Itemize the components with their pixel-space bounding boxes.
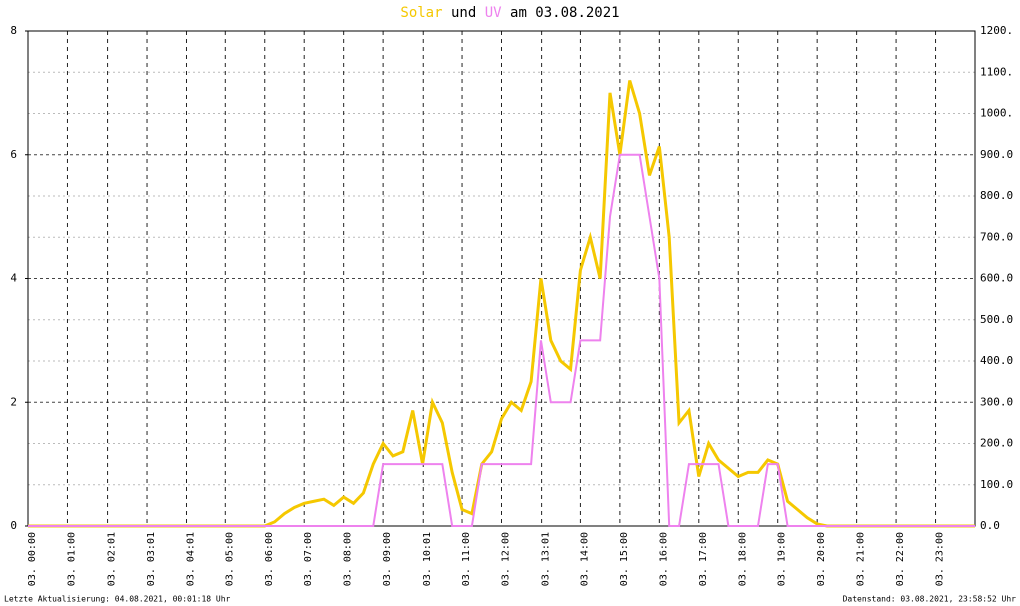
x-tick-label: 03. 19:00	[777, 532, 788, 586]
y2-tick-label: 800.0	[980, 189, 1013, 202]
y2-tick-label: 700.0	[980, 230, 1013, 243]
series-line	[28, 80, 975, 528]
x-tick-label: 03. 17:00	[698, 532, 709, 586]
title-solar: Solar	[400, 5, 442, 21]
x-tick-label: 03. 14:00	[579, 532, 590, 586]
x-tick-label: 03. 10:01	[422, 532, 433, 586]
footer-left: Letzte Aktualisierung: 04.08.2021, 00:01…	[4, 595, 231, 604]
x-tick-label: 03. 01:00	[66, 532, 77, 586]
x-tick-label: 03. 02:01	[107, 532, 118, 586]
y-tick-label: 8	[10, 24, 17, 37]
y2-tick-label: 600.0	[980, 272, 1013, 285]
x-tick-label: 03. 12:00	[501, 532, 512, 586]
x-tick-label: 03. 22:00	[895, 532, 906, 586]
y-tick-label: 4	[10, 272, 17, 285]
y2-tick-label: 500.0	[980, 313, 1013, 326]
x-tick-label: 03. 18:00	[737, 532, 748, 586]
x-tick-label: 03. 05:00	[224, 532, 235, 586]
y2-tick-label: 100.0	[980, 478, 1013, 491]
plot-frame	[27, 30, 976, 527]
x-tick-label: 03. 04:01	[185, 532, 196, 586]
x-tick-label: 03. 15:00	[619, 532, 630, 586]
y2-tick-label: 1100.	[980, 65, 1013, 78]
x-tick-label: 03. 06:00	[264, 532, 275, 586]
title-uv: UV	[485, 5, 502, 21]
chart-title: Solar und UV am 03.08.2021	[400, 5, 619, 21]
y-tick-label: 6	[10, 148, 17, 161]
y2-tick-label: 1000.	[980, 107, 1013, 120]
title-connector: und	[451, 5, 476, 21]
x-tick-label: 03. 09:00	[382, 532, 393, 586]
y2-tick-label: 0.0	[980, 519, 1000, 532]
x-tick-label: 03. 16:00	[658, 532, 669, 586]
y2-tick-label: 900.0	[980, 148, 1013, 161]
x-tick-label: 03. 07:00	[303, 532, 314, 586]
y2-tick-label: 200.0	[980, 437, 1013, 450]
title-suffix: am 03.08.2021	[510, 5, 620, 21]
x-tick-label: 03. 13:01	[541, 532, 552, 586]
x-tick-label: 03. 03:01	[146, 532, 157, 586]
x-tick-label: 03. 08:00	[343, 532, 354, 586]
x-tick-label: 03. 23:00	[935, 532, 946, 586]
y2-tick-label: 400.0	[980, 354, 1013, 367]
x-tick-label: 03. 21:00	[856, 532, 867, 586]
x-tick-label: 03. 00:00	[27, 532, 38, 586]
y-tick-label: 2	[10, 395, 17, 408]
x-tick-label: 03. 20:00	[816, 532, 827, 586]
footer-right: Datenstand: 03.08.2021, 23:58:52 Uhr	[843, 595, 1017, 604]
y-tick-label: 0	[10, 519, 17, 532]
y2-tick-label: 1200.	[980, 24, 1013, 37]
y2-tick-label: 300.0	[980, 395, 1013, 408]
series-line	[28, 153, 975, 527]
x-tick-label: 03. 11:00	[461, 532, 472, 586]
